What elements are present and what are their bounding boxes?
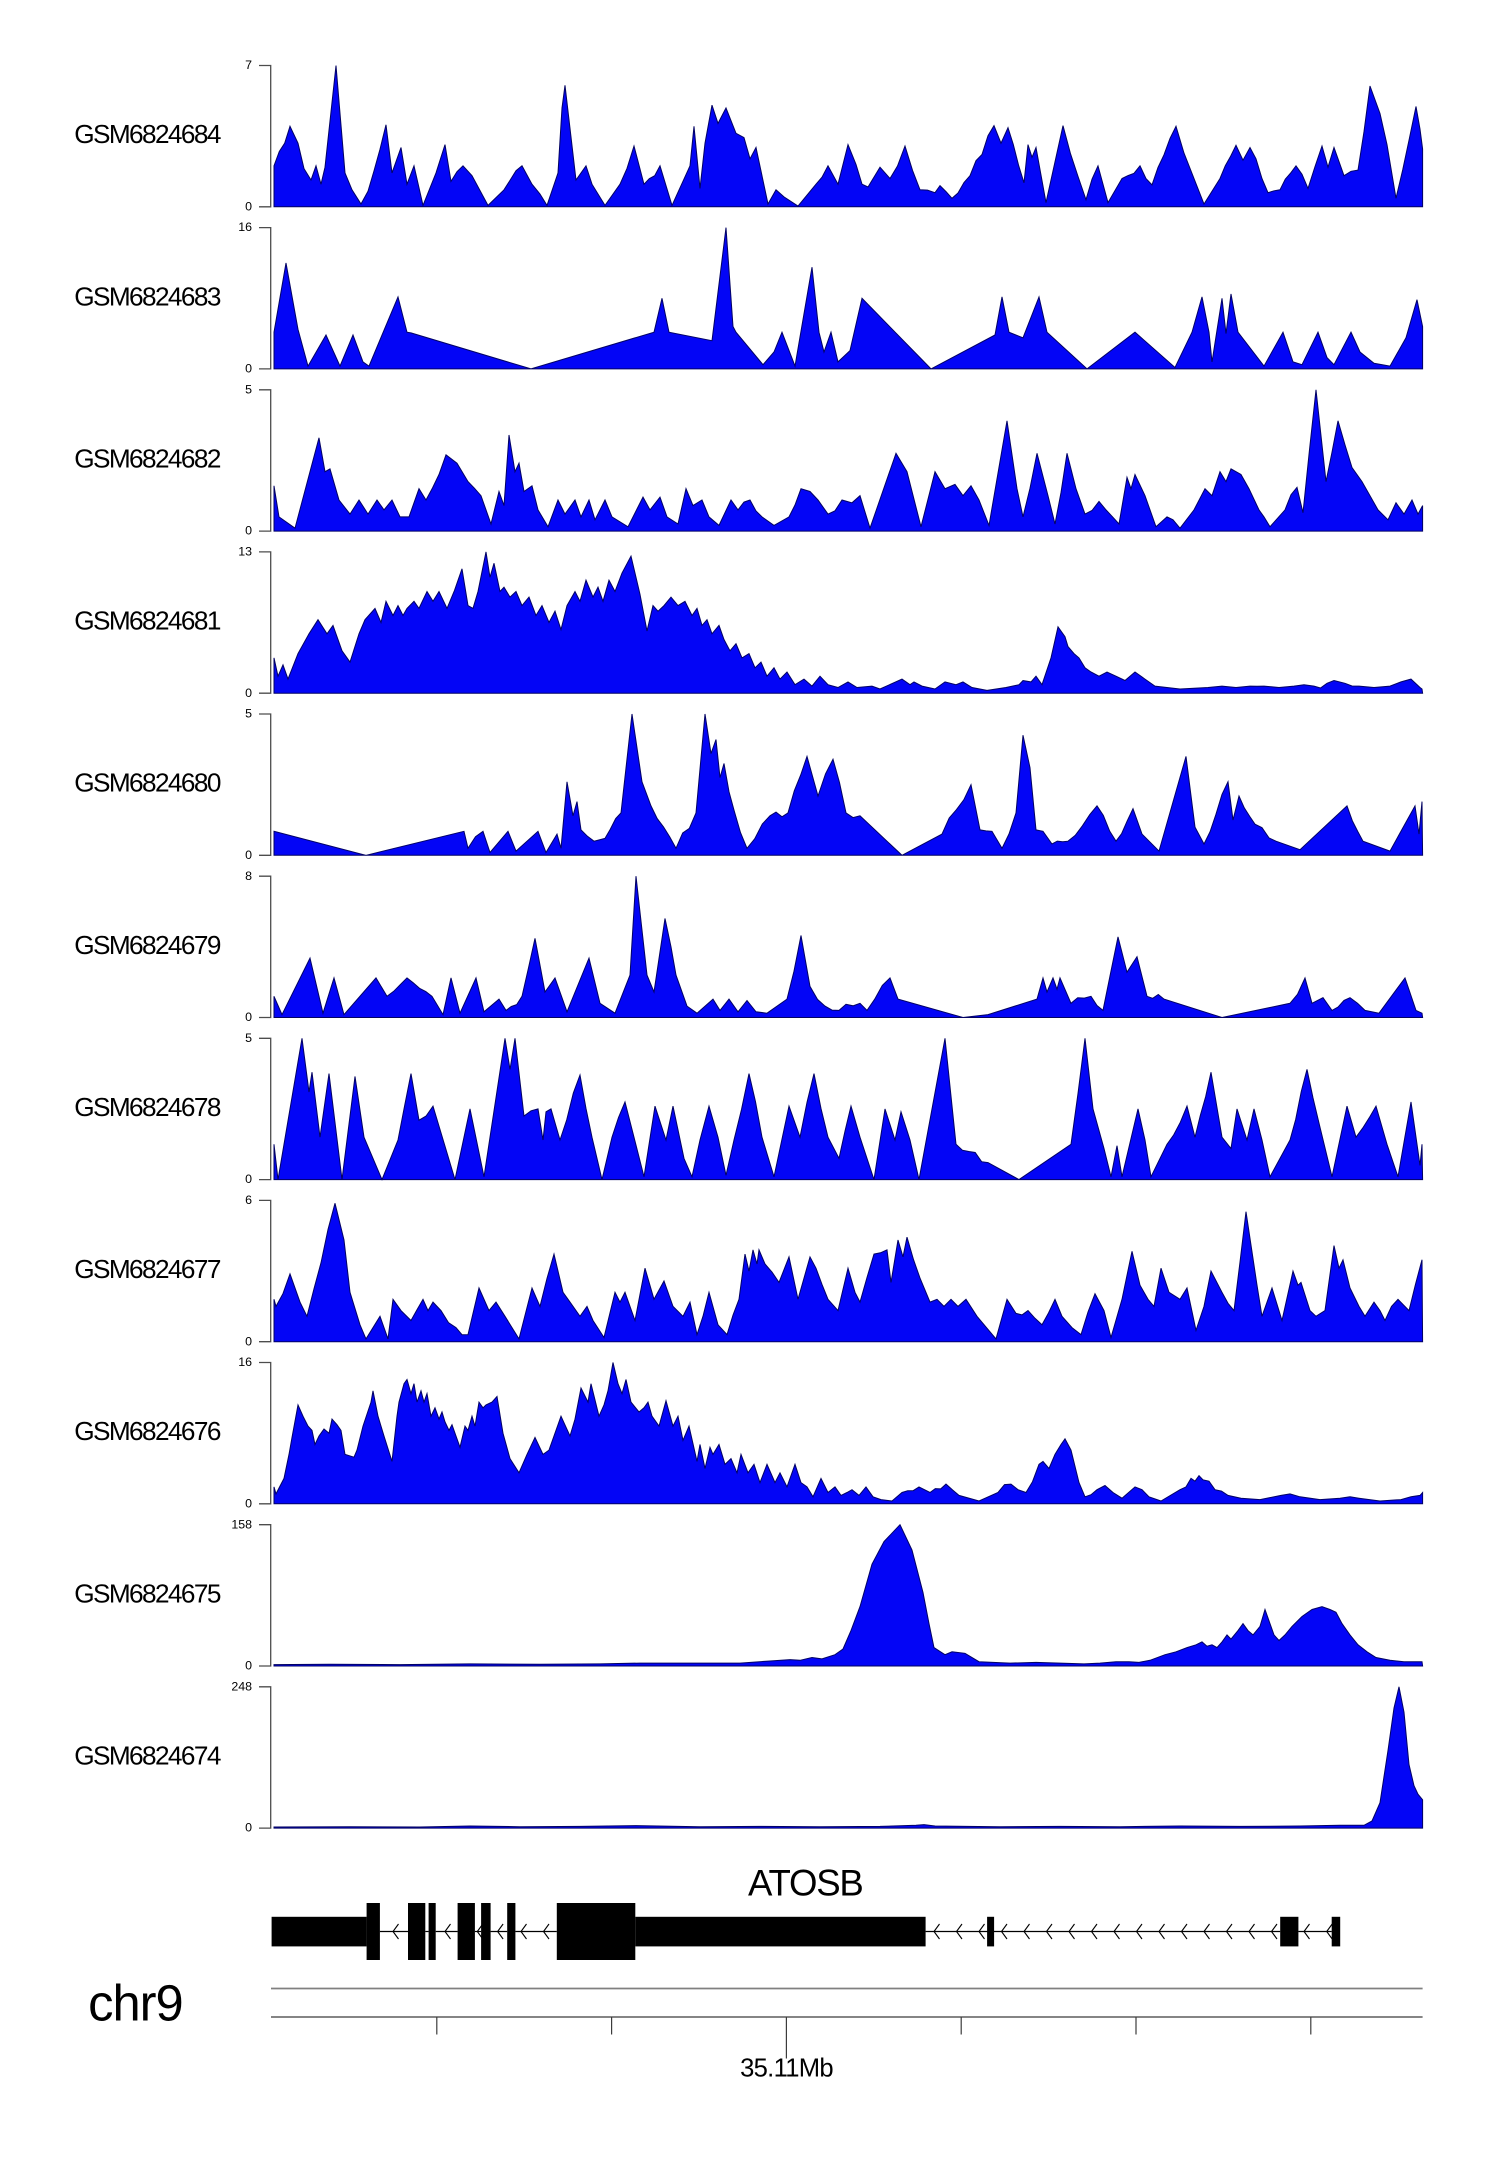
svg-text:0: 0 (245, 1496, 252, 1510)
svg-text:0: 0 (245, 524, 252, 538)
svg-text:GSM6824678: GSM6824678 (74, 1092, 221, 1122)
svg-text:35.11Mb: 35.11Mb (740, 2055, 833, 2083)
svg-text:GSM6824674: GSM6824674 (74, 1741, 221, 1771)
svg-text:16: 16 (238, 1355, 252, 1369)
svg-text:GSM6824679: GSM6824679 (74, 930, 221, 960)
svg-text:ATOSB: ATOSB (748, 1862, 863, 1903)
svg-text:7: 7 (245, 58, 252, 72)
svg-text:16: 16 (238, 220, 252, 234)
svg-text:0: 0 (245, 1010, 252, 1024)
svg-text:GSM6824680: GSM6824680 (74, 768, 221, 798)
svg-text:0: 0 (245, 848, 252, 862)
svg-text:5: 5 (245, 382, 252, 396)
svg-text:0: 0 (245, 199, 252, 213)
svg-text:GSM6824684: GSM6824684 (74, 119, 221, 149)
svg-text:0: 0 (245, 1659, 252, 1673)
svg-text:0: 0 (245, 686, 252, 700)
svg-text:GSM6824675: GSM6824675 (74, 1578, 221, 1608)
svg-text:158: 158 (231, 1517, 252, 1531)
svg-text:GSM6824683: GSM6824683 (74, 281, 221, 311)
svg-text:0: 0 (245, 1172, 252, 1186)
svg-text:GSM6824681: GSM6824681 (74, 606, 221, 636)
svg-text:0: 0 (245, 1821, 252, 1835)
svg-text:5: 5 (245, 1031, 252, 1045)
svg-text:GSM6824682: GSM6824682 (74, 444, 221, 474)
svg-text:GSM6824676: GSM6824676 (74, 1416, 221, 1446)
svg-text:6: 6 (245, 1193, 252, 1207)
svg-text:13: 13 (238, 545, 252, 559)
svg-text:5: 5 (245, 707, 252, 721)
svg-text:chr9: chr9 (88, 1975, 183, 2032)
svg-text:GSM6824677: GSM6824677 (74, 1254, 221, 1284)
svg-text:248: 248 (231, 1679, 252, 1693)
svg-text:0: 0 (245, 362, 252, 376)
svg-text:8: 8 (245, 869, 252, 883)
svg-text:0: 0 (245, 1334, 252, 1348)
